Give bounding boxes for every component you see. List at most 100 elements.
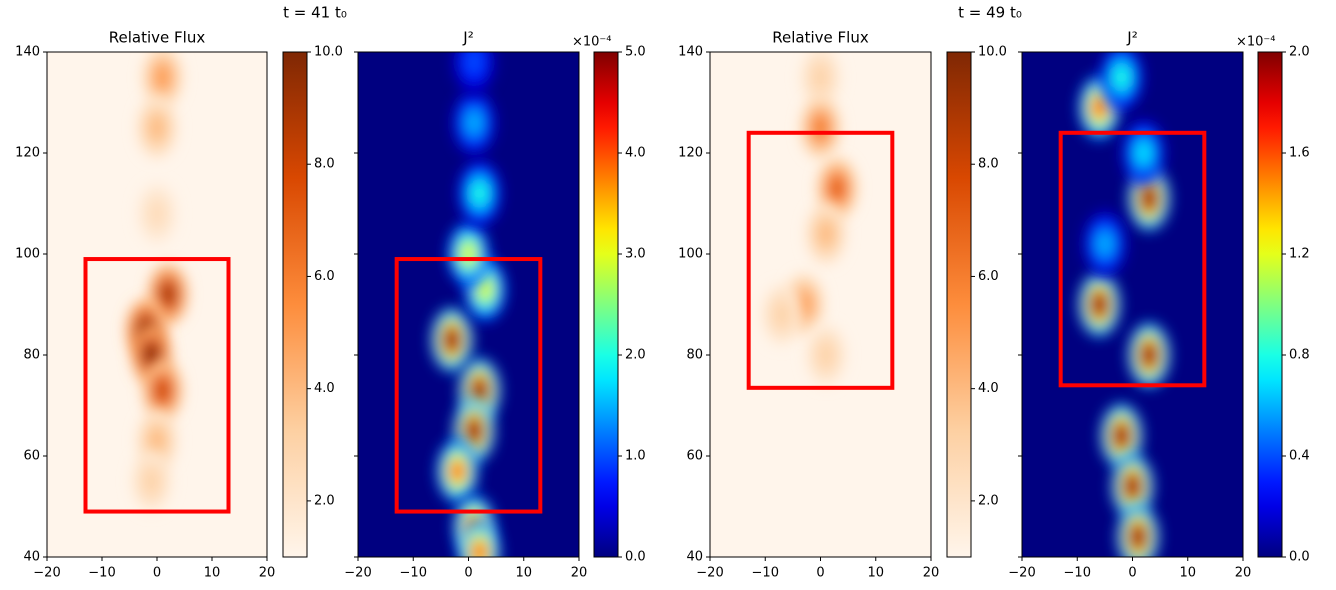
heat-feature	[453, 52, 495, 95]
heat-level	[143, 343, 160, 367]
heat-level	[472, 540, 487, 557]
heat-feature	[447, 222, 490, 286]
colorbar-tick-label: 2.0	[314, 493, 335, 508]
colorbar-multiplier: ×10⁻⁴	[572, 35, 612, 50]
heat-feature	[1117, 504, 1159, 557]
x-tick-label: −10	[88, 566, 115, 581]
y-tick-label: 40	[23, 550, 40, 565]
heat-level	[829, 176, 845, 201]
y-tick-label: 100	[15, 247, 40, 262]
colorbar-tick-label: 0.8	[1289, 348, 1310, 363]
heat-level	[1114, 424, 1129, 447]
heat-feature	[1122, 121, 1165, 185]
axes-title: J²	[1126, 29, 1137, 47]
heatmap	[1078, 52, 1170, 557]
x-tick-label: −20	[696, 566, 723, 581]
heat-level	[1141, 187, 1157, 210]
colorbar-tick-label: 8.0	[978, 157, 999, 172]
colorbar-tick-label: 8.0	[314, 157, 335, 172]
x-tick-label: −20	[1008, 566, 1035, 581]
heat-feature	[801, 52, 840, 108]
y-tick-label: 140	[678, 45, 703, 60]
heat-level	[450, 460, 465, 483]
heat-feature	[431, 307, 473, 372]
heat-feature	[1128, 323, 1170, 387]
y-tick-label: 100	[678, 247, 703, 262]
x-tick-label: 10	[204, 566, 221, 581]
colorbar-tick-label: 0.0	[625, 550, 646, 565]
y-tick-label: 60	[686, 449, 703, 464]
colorbar-tick-label: 2.0	[978, 493, 999, 508]
heat-feature	[148, 264, 188, 325]
heat-level	[466, 419, 482, 442]
heat-level	[472, 379, 487, 402]
x-tick-label: 20	[571, 566, 588, 581]
heatmap	[431, 52, 506, 557]
heat-feature	[762, 284, 802, 345]
heat-level	[444, 328, 460, 351]
colorbar-tick-label: 0.4	[1289, 449, 1310, 464]
heat-level	[774, 302, 790, 327]
x-tick-label: 20	[259, 566, 276, 581]
colorbar-tick-label: 4.0	[314, 381, 335, 396]
x-tick-label: 0	[464, 566, 472, 581]
colorbar-tick-label: 10.0	[314, 45, 343, 60]
colorbar-tick-label: 5.0	[625, 45, 646, 60]
heat-level	[1125, 475, 1140, 498]
colorbar-tick-label: 6.0	[978, 269, 999, 284]
heat-level	[143, 469, 160, 494]
axes-title: Relative Flux	[772, 29, 869, 47]
heat-feature	[137, 97, 177, 158]
heat-feature	[1078, 272, 1121, 337]
heat-feature	[1111, 454, 1154, 519]
colorbar-tick-label: 3.0	[625, 247, 646, 262]
heat-feature	[1100, 52, 1143, 110]
colorbar-tick-label: 1.0	[625, 449, 646, 464]
x-tick-label: 10	[867, 566, 884, 581]
x-tick-label: −20	[33, 566, 60, 581]
colorbar	[593, 51, 619, 558]
axes-title: J²	[462, 29, 473, 47]
colorbar-tick-label: 0.0	[1289, 550, 1310, 565]
heat-feature	[132, 451, 171, 512]
heat-feature	[458, 519, 501, 557]
heat-level	[1097, 232, 1113, 255]
colorbar	[282, 51, 308, 558]
x-tick-label: 10	[515, 566, 532, 581]
colorbar-tick-label: 10.0	[978, 45, 1007, 60]
heat-level	[461, 243, 476, 265]
heat-feature	[801, 97, 840, 158]
heat-level	[812, 115, 829, 140]
x-tick-label: −10	[400, 566, 427, 581]
heat-level	[472, 182, 487, 205]
heat-level	[1130, 525, 1146, 548]
x-tick-label: 20	[1235, 566, 1252, 581]
y-tick-label: 60	[23, 449, 40, 464]
x-tick-label: 10	[1179, 566, 1196, 581]
heat-level	[154, 378, 171, 403]
heat-feature	[137, 183, 177, 244]
colorbar-multiplier: ×10⁻⁴	[1236, 35, 1276, 50]
y-tick-label: 140	[15, 45, 40, 60]
x-tick-label: −10	[752, 566, 779, 581]
heat-level	[149, 115, 165, 140]
x-tick-label: 20	[923, 566, 940, 581]
x-tick-label: 0	[153, 566, 161, 581]
colorbar-tick-label: 1.2	[1289, 247, 1310, 262]
heat-level	[1141, 344, 1157, 366]
region-box	[1058, 130, 1207, 388]
heat-feature	[1084, 211, 1126, 276]
x-tick-label: −10	[1064, 566, 1091, 581]
heat-feature	[143, 360, 182, 421]
y-tick-label: 120	[15, 146, 40, 161]
heat-level	[812, 65, 829, 90]
heat-feature	[806, 203, 846, 264]
heat-feature	[458, 161, 501, 226]
heatmap	[762, 52, 857, 385]
heat-level	[160, 282, 176, 307]
heat-level	[1114, 66, 1129, 89]
heat-level	[1092, 96, 1107, 119]
colorbar-tick-label: 4.0	[625, 146, 646, 161]
colorbar-tick-label: 2.0	[625, 348, 646, 363]
